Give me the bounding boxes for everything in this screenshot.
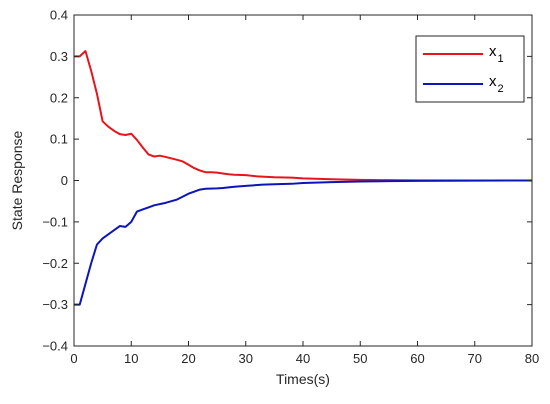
x-tick-label: 40 <box>296 351 310 366</box>
y-tick-label: −0.3 <box>42 297 68 312</box>
legend-label-base: x <box>489 73 497 90</box>
y-tick-label: −0.4 <box>42 339 68 354</box>
x-axis-label: Times(s) <box>276 371 330 387</box>
y-axis-label: State Response <box>9 130 25 230</box>
x-tick-label: 0 <box>70 351 77 366</box>
y-tick-label: 0.1 <box>50 132 68 147</box>
legend-label-subscript: 2 <box>498 83 504 95</box>
y-tick-label: 0.3 <box>50 49 68 64</box>
legend-label-base: x <box>489 43 497 60</box>
x-tick-label: 10 <box>124 351 138 366</box>
y-tick-label: −0.1 <box>42 214 68 229</box>
y-tick-label: 0 <box>61 173 68 188</box>
y-tick-label: 0.2 <box>50 90 68 105</box>
series-line-x2 <box>74 179 533 306</box>
legend-label-x2: x2 <box>489 73 504 95</box>
x-tick-label: 60 <box>410 351 424 366</box>
x-tick-label: 80 <box>525 351 539 366</box>
series-line-x1 <box>74 50 533 182</box>
x-tick-label: 30 <box>239 351 253 366</box>
legend-box <box>415 35 525 103</box>
ticks-layer: 0 10 20 30 40 50 60 70 80 −0.4 −0.3 −0.2 −0.1 0 0.1 0.2… <box>42 8 539 367</box>
x-tick-label: 50 <box>353 351 367 366</box>
x-tick-label: 70 <box>468 351 482 366</box>
x-tick-label: 20 <box>181 351 195 366</box>
series-layer <box>74 50 533 306</box>
y-tick-label: −0.2 <box>42 256 68 271</box>
legend-label-x1: x1 <box>489 43 504 65</box>
y-tick-label: 0.4 <box>50 8 68 23</box>
legend-label-subscript: 1 <box>498 53 504 65</box>
